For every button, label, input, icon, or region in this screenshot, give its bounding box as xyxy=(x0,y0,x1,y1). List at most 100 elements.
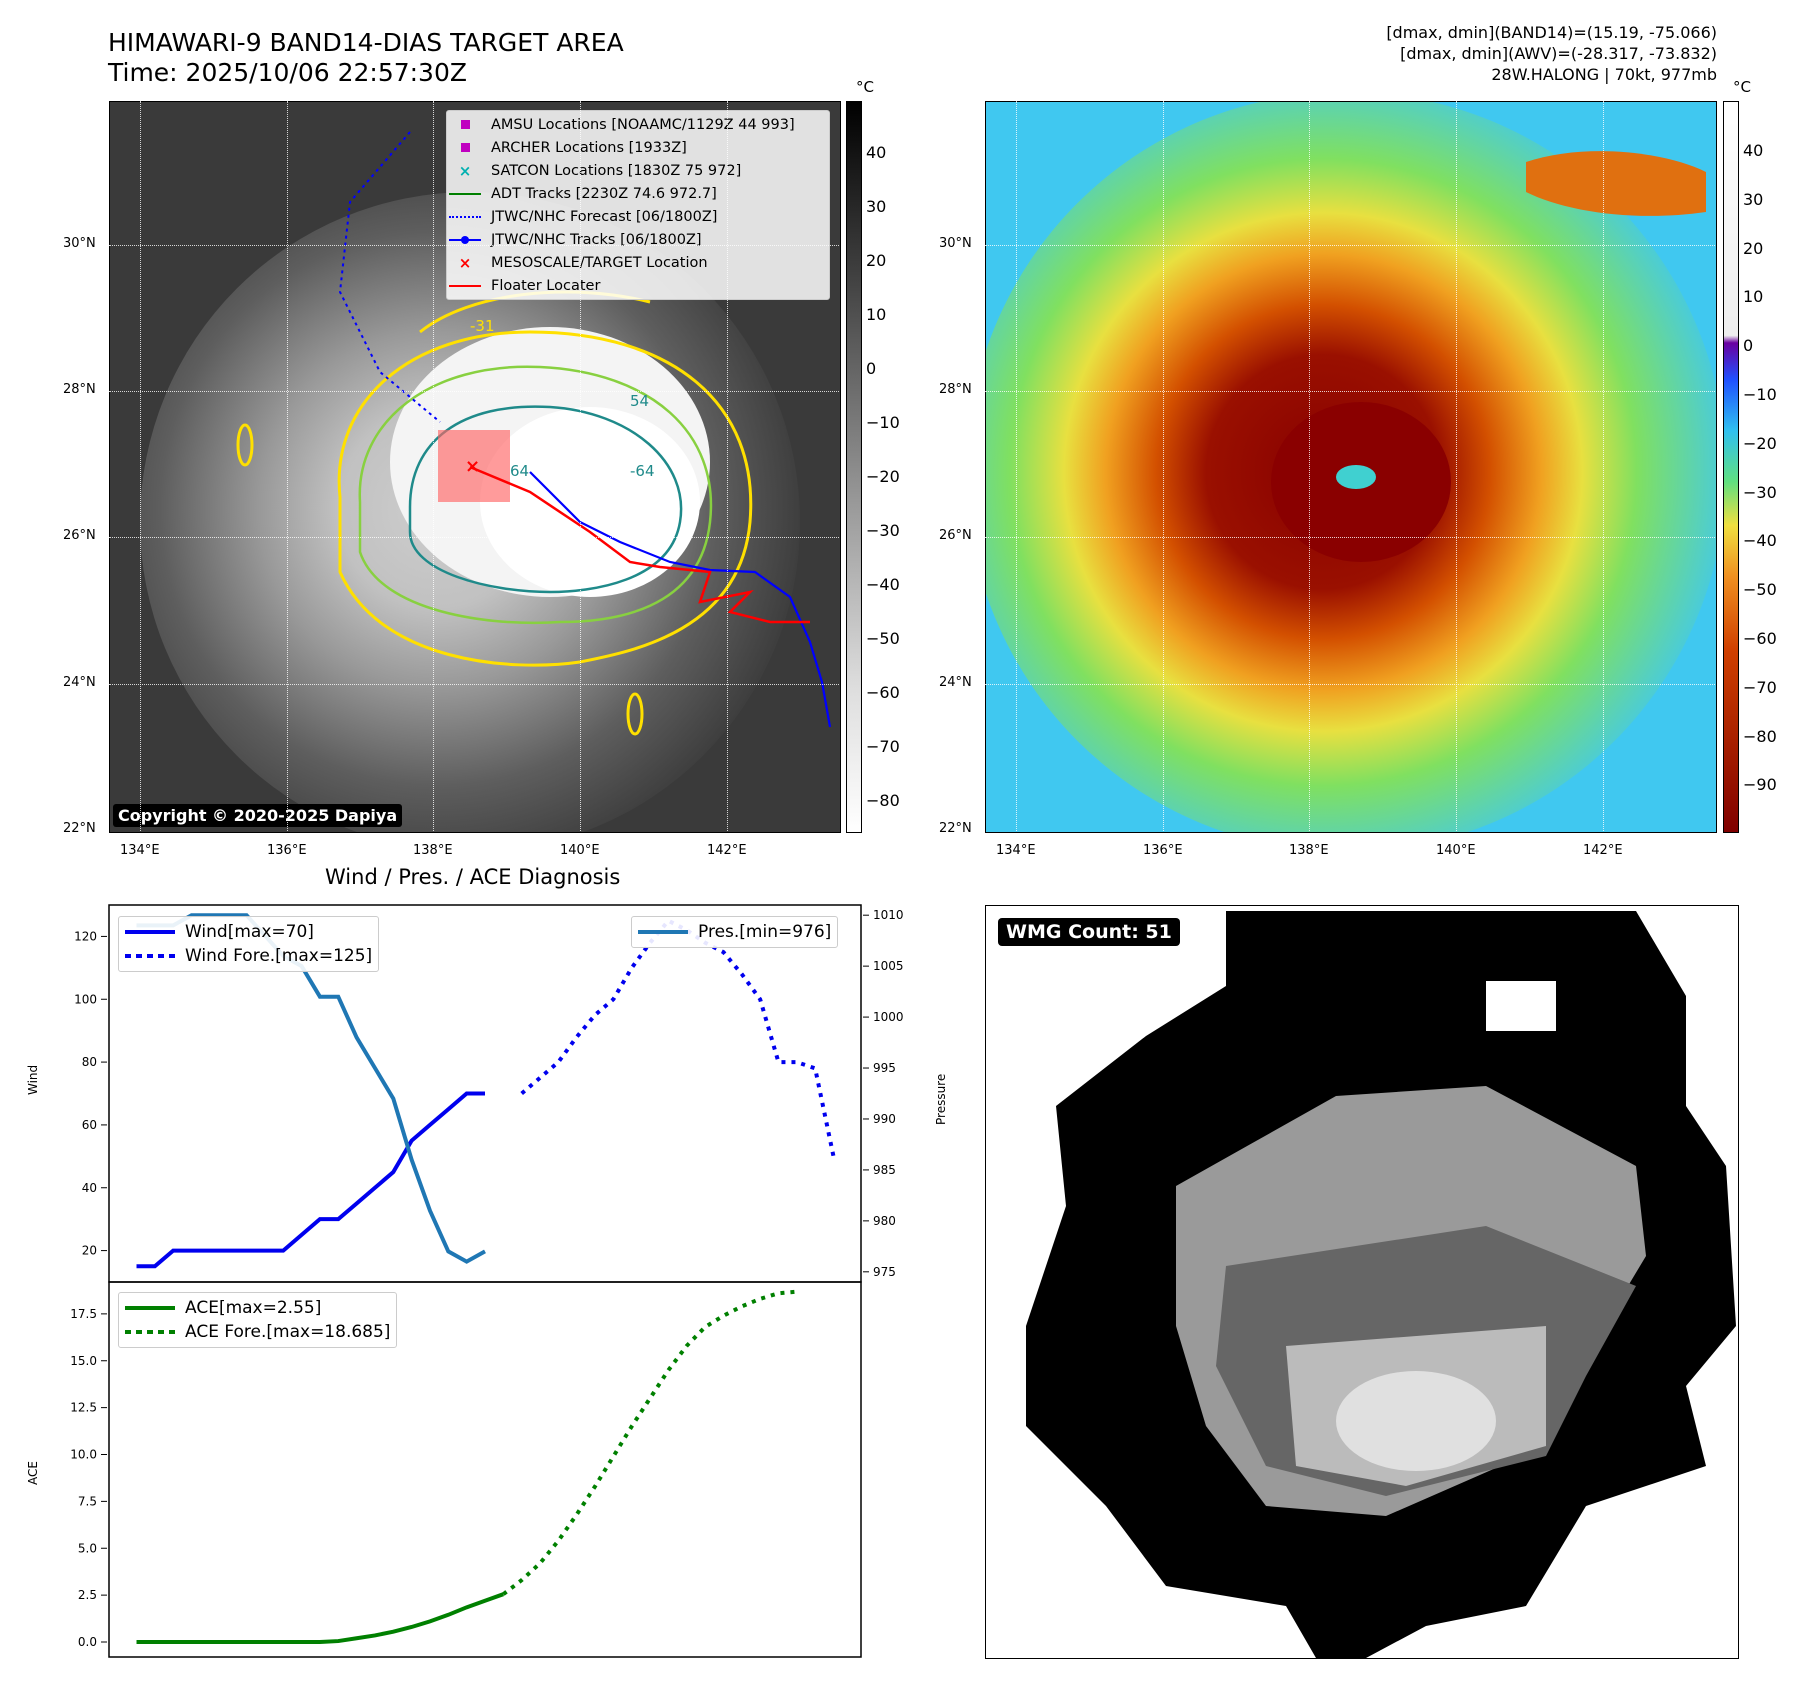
green-line-icon xyxy=(447,192,483,195)
wind-tick-label: 100 xyxy=(74,992,97,1006)
storm-info-awv: [dmax, dmin](AWV)=(-28.317, -73.832) xyxy=(1400,44,1717,63)
lon-gridline xyxy=(580,101,581,831)
contour-green xyxy=(358,365,713,625)
contour-island-west xyxy=(236,423,254,467)
ace-tick-label: 15.0 xyxy=(70,1354,97,1368)
lon-gridline xyxy=(1163,101,1164,831)
ir-colorbar xyxy=(846,101,862,833)
contour-island-south xyxy=(626,692,644,736)
legend-label: SATCON Locations [1830Z 75 972] xyxy=(491,162,742,179)
wmg-count-badge: WMG Count: 51 xyxy=(998,918,1180,946)
ir-colorbar-tick: 20 xyxy=(866,251,887,270)
ir-colorbar-tick: −80 xyxy=(866,791,900,810)
ace-tick-label: 0.0 xyxy=(78,1635,97,1649)
lon-tick-label: 138°E xyxy=(1289,843,1329,858)
legend-wind-fore-label: Wind Fore.[max=125] xyxy=(185,946,373,966)
legend-row-blue-line-dot: JTWC/NHC Tracks [06/1800Z] xyxy=(447,228,829,251)
ace-tick-label: 12.5 xyxy=(70,1401,97,1415)
legend-ace-key xyxy=(125,1306,175,1310)
awv-colorbar-tick: 10 xyxy=(1743,287,1764,307)
legend-ace-label: ACE[max=2.55] xyxy=(185,1298,322,1318)
legend-ace-fore: ACE Fore.[max=18.685] xyxy=(125,1320,390,1344)
legend-label: ARCHER Locations [1933Z] xyxy=(491,139,687,156)
ir-colorbar-tick: −20 xyxy=(866,467,900,486)
ir-map-legend: AMSU Locations [NOAAMC/1129Z 44 993] ARCH… xyxy=(446,110,830,300)
ace-tick-label: 10.0 xyxy=(70,1448,97,1462)
pressure-tick-label: 1010 xyxy=(873,908,904,922)
wmg-clear-patch xyxy=(1486,981,1556,1031)
contour-teal xyxy=(408,405,683,594)
awv-map-panel xyxy=(985,101,1717,833)
series-ace-fore xyxy=(502,1289,797,1596)
ir-colorbar-tick: −70 xyxy=(866,737,900,756)
awv-colorbar-tick: −60 xyxy=(1743,629,1777,648)
pressure-tick-label: 990 xyxy=(873,1112,896,1126)
lat-tick-label: 24°N xyxy=(63,675,96,690)
awv-eye xyxy=(1336,465,1376,489)
series-pres xyxy=(136,913,486,1264)
legend-row-magenta-square: AMSU Locations [NOAAMC/1129Z 44 993] xyxy=(447,113,829,136)
best-track xyxy=(529,471,832,728)
legend-label: JTWC/NHC Forecast [06/1800Z] xyxy=(491,208,718,225)
pressure-tick-label: 975 xyxy=(873,1265,896,1279)
ace-axis-label: ACE xyxy=(26,1461,40,1485)
legend-ace-fore-key xyxy=(125,1330,175,1334)
lon-tick-label: 140°E xyxy=(560,843,600,858)
contour-outer-yellow xyxy=(337,330,753,667)
lon-tick-label: 136°E xyxy=(267,843,307,858)
lon-gridline xyxy=(1016,101,1017,831)
lon-gridline xyxy=(433,101,434,831)
awv-colorbar-tick: −10 xyxy=(1743,385,1777,404)
ir-colorbar-tick: −10 xyxy=(866,413,900,432)
ace-tick-label: 7.5 xyxy=(78,1494,97,1508)
legend-row-red-line: Floater Locater xyxy=(447,274,829,297)
blue-dotted-line-icon xyxy=(447,215,483,218)
legend-wind-key xyxy=(125,930,175,934)
legend-wind: Wind[max=70] xyxy=(125,920,372,944)
figure-title: HIMAWARI-9 BAND14-DIAS TARGET AREA Time:… xyxy=(108,28,624,88)
legend-row-magenta-square: ARCHER Locations [1933Z] xyxy=(447,136,829,159)
series-ace xyxy=(136,1592,505,1644)
pressure-tick-label: 985 xyxy=(873,1163,896,1177)
legend-row-green-line: ADT Tracks [2230Z 74.6 972.7] xyxy=(447,182,829,205)
storm-info: [dmax, dmin](BAND14)=(15.19, -75.066) [d… xyxy=(1386,22,1717,85)
magenta-square-icon xyxy=(447,120,483,129)
legend-row-red-x: × MESOSCALE/TARGET Location xyxy=(447,251,829,274)
legend-pressure-key xyxy=(638,930,688,934)
legend-label: ADT Tracks [2230Z 74.6 972.7] xyxy=(491,185,717,202)
pressure-tick-label: 980 xyxy=(873,1214,896,1228)
lon-tick-label: 142°E xyxy=(707,843,747,858)
ir-colorbar-unit: °C xyxy=(856,78,874,96)
awv-colorbar xyxy=(1723,101,1739,833)
legend-pressure: Pres.[min=976] xyxy=(638,920,831,944)
legend-label: Floater Locater xyxy=(491,277,601,294)
figure-title-line2: Time: 2025/10/06 22:57:30Z xyxy=(108,58,467,87)
lon-tick-label: 138°E xyxy=(413,843,453,858)
awv-colorbar-unit: °C xyxy=(1733,78,1751,96)
magenta-square-icon xyxy=(447,143,483,152)
awv-colorbar-tick: −20 xyxy=(1743,433,1777,453)
lat-tick-label: 24°N xyxy=(939,675,972,690)
legend-label: AMSU Locations [NOAAMC/1129Z 44 993] xyxy=(491,116,795,133)
legend-wind-label: Wind[max=70] xyxy=(185,922,314,942)
wind-chart-legend: Wind[max=70] Wind Fore.[max=125] xyxy=(118,916,380,972)
wind-axis-label: Wind xyxy=(26,1064,40,1095)
lat-tick-label: 30°N xyxy=(63,236,96,251)
legend-wind-fore-key xyxy=(125,954,175,958)
storm-info-band14: [dmax, dmin](BAND14)=(15.19, -75.066) xyxy=(1386,23,1717,42)
ir-cdo-core xyxy=(480,407,700,597)
ir-colorbar-tick: 30 xyxy=(866,197,887,216)
wind-tick-label: 20 xyxy=(82,1244,97,1258)
ir-colorbar-tick: 40 xyxy=(866,143,887,162)
target-location-marker: × xyxy=(465,456,480,477)
lat-gridline xyxy=(109,684,839,685)
lat-tick-label: 26°N xyxy=(63,528,96,543)
ace-tick-label: 17.5 xyxy=(70,1307,97,1321)
ir-colorbar-tick: 10 xyxy=(866,305,887,324)
forecast-track xyxy=(338,131,441,423)
ir-colorbar-tick: −40 xyxy=(866,575,900,594)
diagnosis-chart-title: Wind / Pres. / ACE Diagnosis xyxy=(325,865,621,889)
pressure-tick-label: 995 xyxy=(873,1061,896,1075)
figure-title-line1: HIMAWARI-9 BAND14-DIAS TARGET AREA xyxy=(108,28,624,57)
ace-chart-legend: ACE[max=2.55] ACE Fore.[max=18.685] xyxy=(118,1292,398,1348)
